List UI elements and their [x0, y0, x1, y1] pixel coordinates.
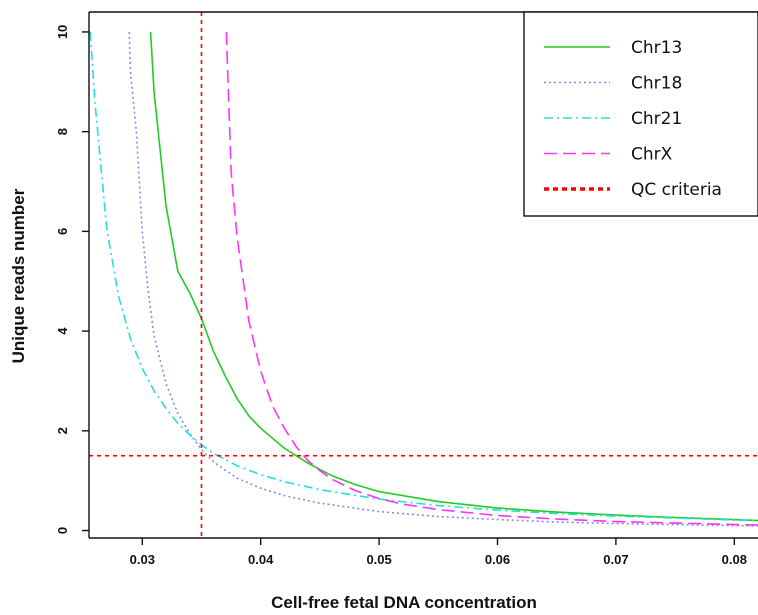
series-line-chr13: [149, 31, 758, 522]
y-tick-label: 10: [55, 25, 70, 39]
y-tick-label: 4: [55, 327, 70, 335]
legend-label-chr21: Chr21: [631, 109, 682, 129]
y-axis: 0 2 4 6 8 10: [55, 25, 89, 534]
series-line-chr18: [128, 31, 758, 527]
x-tick-label: 0.07: [603, 552, 628, 567]
x-axis: 0.03 0.04 0.05 0.06 0.07 0.08: [130, 538, 747, 567]
x-tick-label: 0.03: [130, 552, 155, 567]
legend: Chr13 Chr18 Chr21 ChrX QC criteria: [523, 11, 758, 217]
x-axis-title: Cell-free fetal DNA concentration: [271, 593, 537, 612]
y-axis-title: Unique reads number: [9, 188, 28, 363]
y-tick-label: 2: [55, 427, 70, 434]
y-tick-label: 8: [55, 128, 70, 135]
legend-label-chrx: ChrX: [631, 145, 673, 165]
legend-items: Chr13 Chr18 Chr21 ChrX QC criteria: [544, 38, 722, 200]
x-tick-label: 0.04: [248, 552, 274, 567]
legend-label-chr13: Chr13: [631, 38, 682, 58]
legend-label-chr18: Chr18: [631, 74, 682, 94]
series-line-chrx: [225, 31, 758, 526]
y-tick-label: 6: [55, 228, 70, 235]
x-tick-label: 0.08: [722, 552, 747, 567]
series-layer: [89, 31, 758, 527]
legend-label-qc-criteria: QC criteria: [631, 180, 722, 200]
x-tick-label: 0.06: [485, 552, 510, 567]
y-tick-label: 0: [55, 527, 70, 534]
legend-box: [523, 11, 758, 217]
x-tick-label: 0.05: [366, 552, 391, 567]
